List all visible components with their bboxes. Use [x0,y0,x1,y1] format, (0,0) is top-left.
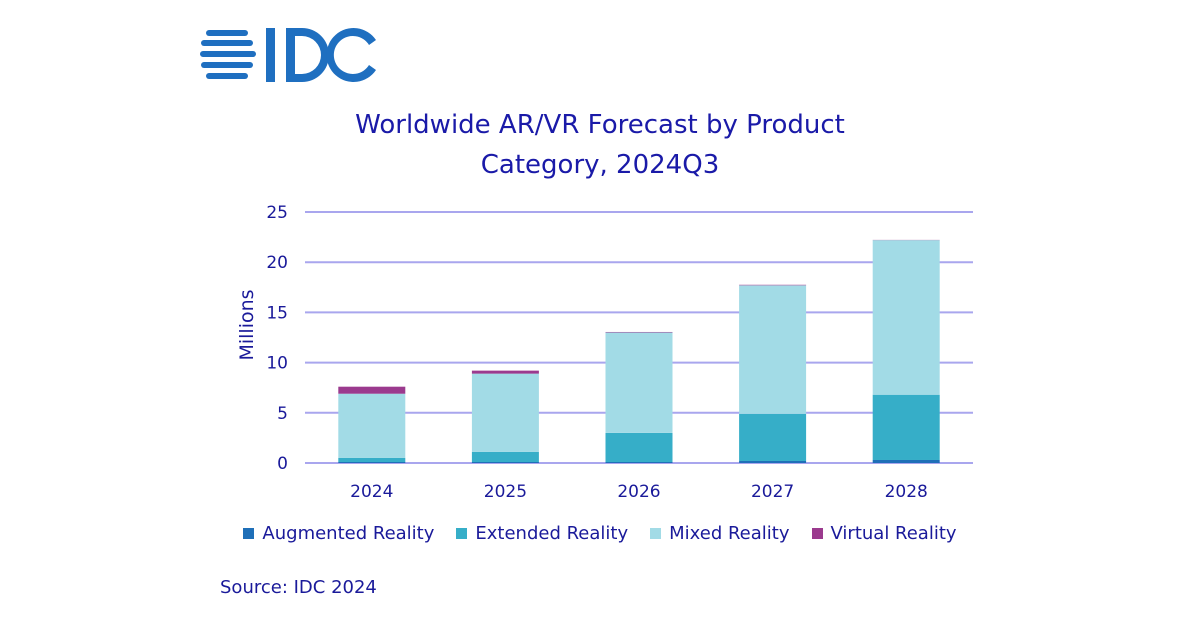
bar-segment-virtual-reality [739,284,807,286]
x-tick-label: 2024 [350,482,393,502]
legend-label: Augmented Reality [262,523,435,544]
y-tick-label: 15 [266,303,288,323]
legend-item: Augmented Reality [243,523,434,544]
bar-segment-augmented-reality [872,459,940,463]
bar-segment-extended-reality [739,413,807,461]
chart-title-line-2: Category, 2024Q3 [480,150,720,180]
legend-item: Virtual Reality [811,523,957,544]
bar-segment-mixed-reality [739,285,807,414]
bar-segment-augmented-reality [739,460,807,463]
bar-segment-mixed-reality [872,240,940,395]
bar-segment-virtual-reality [471,370,539,374]
y-tick-label: 5 [277,404,288,424]
x-tick-label: 2025 [484,482,527,502]
bar-segment-augmented-reality [338,461,406,463]
legend-swatch [243,528,255,539]
y-tick-label: 0 [277,454,288,474]
bar-segment-augmented-reality [605,461,673,463]
legend-item: Extended Reality [456,523,628,544]
bar-segment-mixed-reality [605,332,673,433]
x-tick-label: 2027 [751,482,794,502]
y-tick-label: 20 [266,253,288,273]
bar-segment-augmented-reality [471,461,539,463]
legend-item: Mixed Reality [650,523,790,544]
legend-swatch [811,528,823,539]
legend-label: Virtual Reality [830,523,957,544]
bar-segment-virtual-reality [605,331,673,333]
legend-swatch [456,528,468,539]
bar-segment-extended-reality [338,457,406,462]
bar-segment-mixed-reality [338,393,406,458]
legend-label: Extended Reality [475,523,629,544]
legend: Augmented Reality Extended Reality Mixed R… [0,523,1200,544]
x-tick-label: 2026 [617,482,660,502]
bar-segment-extended-reality [872,394,940,460]
bar-segment-extended-reality [471,451,539,462]
x-tick-label: 2028 [885,482,928,502]
source-note: Source: IDC 2024 [220,577,377,598]
bar-segment-mixed-reality [471,373,539,452]
y-axis-label: Millions [236,289,258,360]
chart-title-line-1: Worldwide AR/VR Forecast by Product [355,110,845,140]
legend-swatch [650,528,662,539]
y-tick-label: 10 [266,354,288,374]
bar-segment-extended-reality [605,432,673,462]
bar-segment-virtual-reality [338,386,406,394]
idc-logo [200,28,376,82]
legend-label: Mixed Reality [669,523,790,544]
y-tick-label: 25 [266,203,288,223]
